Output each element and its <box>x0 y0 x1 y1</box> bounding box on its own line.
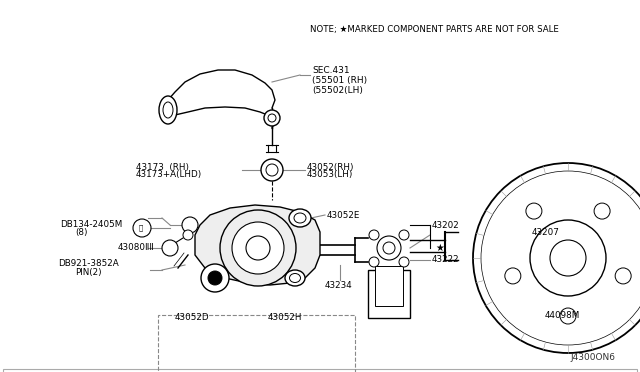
Text: 43052D: 43052D <box>175 314 210 323</box>
Text: 43234: 43234 <box>325 280 353 289</box>
Text: J4300ON6: J4300ON6 <box>570 353 615 362</box>
Circle shape <box>369 230 379 240</box>
Text: 44098M: 44098M <box>545 311 580 321</box>
Text: 43202: 43202 <box>432 221 460 230</box>
Circle shape <box>369 257 379 267</box>
Text: 43173  (RH): 43173 (RH) <box>136 163 189 171</box>
Circle shape <box>208 271 222 285</box>
Circle shape <box>261 159 283 181</box>
Circle shape <box>264 110 280 126</box>
Ellipse shape <box>289 273 301 282</box>
Circle shape <box>530 220 606 296</box>
Ellipse shape <box>294 213 306 223</box>
Text: (55501 (RH): (55501 (RH) <box>312 76 367 84</box>
Text: ★: ★ <box>435 243 444 253</box>
Circle shape <box>377 236 401 260</box>
Text: PIN(2): PIN(2) <box>75 267 102 276</box>
Ellipse shape <box>285 270 305 286</box>
Circle shape <box>383 242 395 254</box>
Ellipse shape <box>159 96 177 124</box>
Circle shape <box>246 236 270 260</box>
Ellipse shape <box>163 102 173 118</box>
Ellipse shape <box>289 209 311 227</box>
Text: 43053(LH): 43053(LH) <box>307 170 353 179</box>
Polygon shape <box>195 205 320 285</box>
Circle shape <box>560 308 576 324</box>
Circle shape <box>133 219 151 237</box>
Circle shape <box>162 240 178 256</box>
Text: 43052H: 43052H <box>268 314 303 323</box>
Text: 43052(RH): 43052(RH) <box>307 163 355 171</box>
Circle shape <box>399 230 409 240</box>
Text: DB134-2405M: DB134-2405M <box>60 219 122 228</box>
Text: SEC.431: SEC.431 <box>312 65 349 74</box>
Text: 43222: 43222 <box>432 256 460 264</box>
Circle shape <box>201 264 229 292</box>
Circle shape <box>399 257 409 267</box>
Circle shape <box>505 268 521 284</box>
Bar <box>158 315 355 372</box>
Circle shape <box>550 240 586 276</box>
Text: 43080ⅡⅡ: 43080ⅡⅡ <box>118 244 155 253</box>
Circle shape <box>481 171 640 345</box>
Circle shape <box>268 114 276 122</box>
Circle shape <box>266 164 278 176</box>
Text: (8): (8) <box>75 228 88 237</box>
Bar <box>375 266 403 306</box>
Circle shape <box>594 203 610 219</box>
Text: 43173+A(LHD): 43173+A(LHD) <box>136 170 202 179</box>
Circle shape <box>615 268 631 284</box>
Text: DB921-3852A: DB921-3852A <box>58 260 119 269</box>
Circle shape <box>183 230 193 240</box>
Circle shape <box>220 210 296 286</box>
Text: (55502(LH): (55502(LH) <box>312 86 363 94</box>
Text: 43052E: 43052E <box>327 211 360 219</box>
Circle shape <box>473 163 640 353</box>
Text: Ⓡ: Ⓡ <box>139 225 143 231</box>
Circle shape <box>182 217 198 233</box>
Bar <box>368 270 410 318</box>
Circle shape <box>232 222 284 274</box>
Text: NOTE; ★MARKED COMPONENT PARTS ARE NOT FOR SALE: NOTE; ★MARKED COMPONENT PARTS ARE NOT FO… <box>310 25 559 34</box>
Text: 43207: 43207 <box>532 228 560 237</box>
Circle shape <box>526 203 542 219</box>
